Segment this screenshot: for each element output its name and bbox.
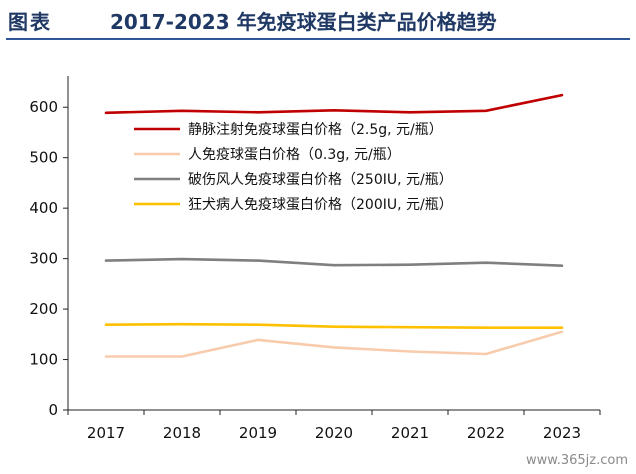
y-tick-label: 200 (29, 300, 58, 318)
y-tick-label: 100 (29, 351, 58, 369)
x-tick-label: 2019 (239, 424, 277, 442)
x-tick-label: 2022 (467, 424, 505, 442)
legend-label-2: 人免疫球蛋白价格（0.3g, 元/瓶） (188, 147, 401, 163)
x-tick-label: 2018 (163, 424, 201, 442)
y-tick-label: 0 (48, 401, 58, 419)
legend-label-4: 狂犬病人免疫球蛋白价格（200IU, 元/瓶） (188, 197, 453, 213)
y-tick-label: 400 (29, 199, 58, 217)
axes (63, 76, 601, 415)
series-line-4 (104, 322, 564, 330)
y-tick-label: 300 (29, 250, 58, 268)
series-lines (104, 93, 564, 358)
series-line-3 (104, 257, 564, 268)
legend-label-1: 静脉注射免疫球蛋白价格（2.5g, 元/瓶） (188, 122, 443, 138)
legend: 静脉注射免疫球蛋白价格（2.5g, 元/瓶） 人免疫球蛋白价格（0.3g, 元/瓶… (134, 122, 453, 213)
x-tick-label: 2023 (543, 424, 581, 442)
line-chart: 0 100 200 300 400 500 600 2017 2018 2019 2020 2021… (29, 76, 601, 442)
watermark: www.365jz.com (526, 453, 628, 468)
series-line-2 (104, 330, 564, 358)
y-tick-label: 600 (29, 98, 58, 116)
x-tick-label: 2017 (87, 424, 125, 442)
x-tick-label: 2021 (391, 424, 429, 442)
x-tick-labels: 2017 2018 2019 2020 2021 2022 2023 (87, 424, 581, 442)
header-divider (6, 38, 630, 40)
figure-label: 图表 (8, 10, 52, 34)
figure-header: 图表 2017-2023 年免疫球蛋白类产品价格趋势 (0, 0, 636, 40)
chart-title: 2017-2023 年免疫球蛋白类产品价格趋势 (110, 10, 497, 34)
y-tick-labels: 0 100 200 300 400 500 600 (29, 98, 58, 419)
series-line-1 (104, 93, 564, 115)
y-tick-label: 500 (29, 149, 58, 167)
legend-label-3: 破伤风人免疫球蛋白价格（250IU, 元/瓶） (188, 172, 453, 188)
x-tick-label: 2020 (315, 424, 353, 442)
